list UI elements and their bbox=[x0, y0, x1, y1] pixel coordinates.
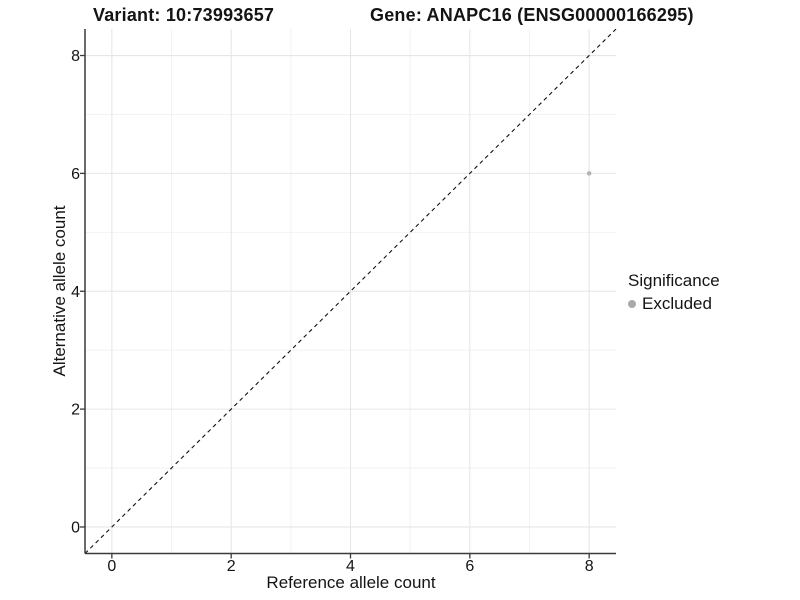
excluded-dot-icon bbox=[628, 300, 636, 308]
data-point bbox=[586, 171, 592, 176]
y-axis-title: Alternative allele count bbox=[50, 205, 69, 377]
variant-title: Variant: 10:73993657 bbox=[93, 5, 275, 25]
x-tick-label: 0 bbox=[107, 558, 116, 575]
y-tick-label: 4 bbox=[71, 284, 80, 301]
x-axis-title: Reference allele count bbox=[266, 573, 436, 592]
legend-item-excluded: Excluded bbox=[628, 294, 720, 314]
scatter-plot-panel: 0 2 4 6 8 0 2 4 6 8 bbox=[71, 29, 617, 575]
legend: Significance Excluded bbox=[628, 271, 720, 314]
x-tick-label: 4 bbox=[346, 558, 355, 575]
y-tick-label: 0 bbox=[71, 519, 80, 536]
y-tick-label: 6 bbox=[71, 166, 80, 183]
gene-title: Gene: ANAPC16 (ENSG00000166295) bbox=[370, 5, 694, 25]
legend-title: Significance bbox=[628, 271, 720, 290]
x-tick-label: 2 bbox=[227, 558, 236, 575]
y-tick-label: 8 bbox=[71, 48, 80, 65]
x-tick-label: 8 bbox=[585, 558, 594, 575]
legend-item-label: Excluded bbox=[642, 294, 712, 313]
y-tick-label: 2 bbox=[71, 402, 80, 419]
x-tick-label: 6 bbox=[465, 558, 474, 575]
